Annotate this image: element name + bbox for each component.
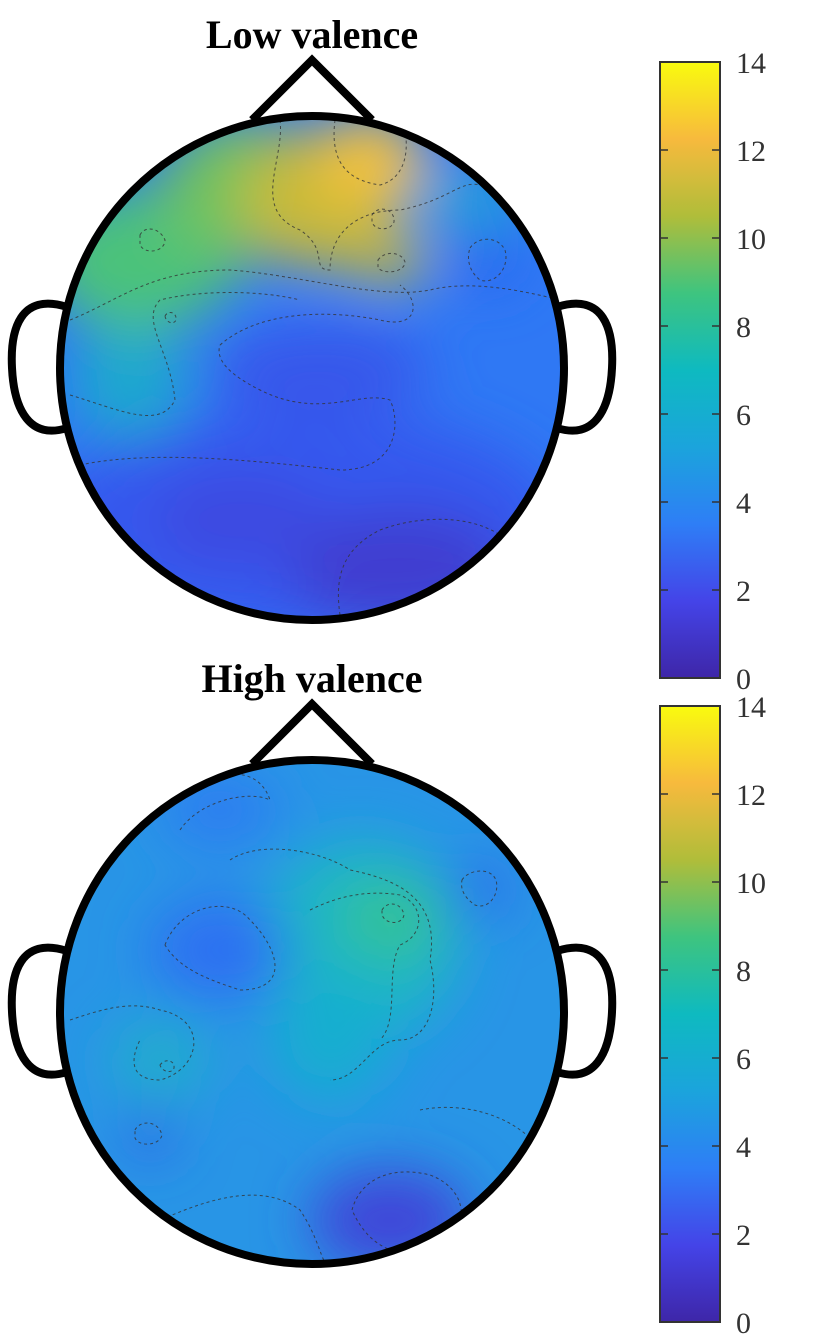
colorbar-tick-label: 14 (736, 47, 766, 80)
nose-outline (249, 54, 375, 123)
panel-low-valence: Low valence (7, 12, 617, 624)
colorbar-tick-label: 12 (736, 779, 766, 812)
colorbar-tick-label: 14 (736, 691, 766, 724)
colorbar-tick-label: 12 (736, 135, 766, 168)
colorbar-tick-label: 6 (736, 1043, 751, 1076)
panel-title: Low valence (206, 12, 418, 57)
nose-outline (249, 698, 375, 767)
colorbar-tick-label: 2 (736, 1219, 751, 1252)
colorbar-gradient (659, 705, 721, 1323)
colorbar-tick-label: 4 (736, 487, 751, 520)
left-ear-outline (7, 943, 69, 1079)
colorbar-low-valence: 0 2 4 6 8 10 12 14 (659, 47, 766, 696)
scalp-map (60, 116, 564, 620)
colorbar-tick-label: 8 (736, 955, 751, 988)
head-outline (56, 112, 568, 624)
left-ear-outline (7, 299, 69, 435)
colorbar-gradient (659, 61, 721, 679)
colorbar-tick-label: 0 (736, 663, 751, 696)
colorbar-tick-label: 6 (736, 399, 751, 432)
colorbar-tick-label: 10 (736, 867, 766, 900)
colorbar-tick-label: 0 (736, 1307, 751, 1340)
right-ear-outline (555, 943, 617, 1079)
colorbar-ticks: 0 2 4 6 8 10 12 14 (660, 691, 766, 1340)
colorbar-tick-label: 8 (736, 311, 751, 344)
panel-high-valence: High valence (7, 656, 617, 1268)
head-outline (56, 756, 568, 1268)
colorbar-tick-label: 4 (736, 1131, 751, 1164)
scalp-map (60, 760, 564, 1264)
colorbar-tick-label: 2 (736, 575, 751, 608)
right-ear-outline (555, 299, 617, 435)
colorbar-high-valence: 0 2 4 6 8 10 12 14 (659, 691, 766, 1340)
panel-title: High valence (201, 656, 422, 701)
colorbar-ticks: 0 2 4 6 8 10 12 14 (660, 47, 766, 696)
colorbar-tick-label: 10 (736, 223, 766, 256)
